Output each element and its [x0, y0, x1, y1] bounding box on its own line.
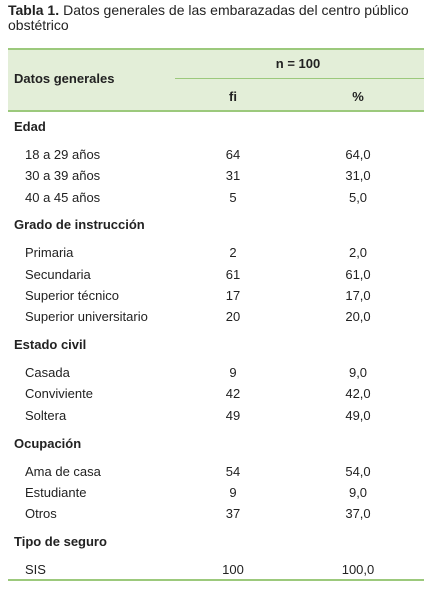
row-label: Superior técnico [25, 288, 119, 303]
cell-fi: 37 [225, 506, 241, 522]
cell-fi: 9 [229, 484, 237, 500]
section-heading: Tipo de seguro [14, 533, 107, 549]
row-label: 40 a 45 años [25, 189, 101, 205]
cell-percent: 31,0 [345, 168, 371, 184]
row-label: Casada [25, 365, 70, 381]
cell-fi: 2 [229, 245, 237, 261]
cell-fi: 5 [229, 189, 237, 205]
row-label: 18 a 29 años [25, 147, 101, 162]
cell-fi: 54 [225, 463, 241, 479]
row-label: Otros [25, 506, 57, 522]
cell-percent: 2,0 [348, 245, 368, 261]
cell-fi: 64 [225, 147, 241, 162]
table-caption: Tabla 1. Datos generales de las embarazad… [8, 3, 426, 33]
cell-fi: 20 [225, 309, 241, 325]
cell-percent: 9,0 [348, 484, 368, 500]
cell-fi: 31 [225, 168, 241, 184]
cell-percent: 9,0 [348, 365, 368, 381]
row-label: Soltera [25, 407, 67, 423]
caption-label: Tabla 1. [8, 2, 60, 18]
table-header [8, 48, 424, 112]
row-label: Estudiante [25, 484, 87, 500]
cell-percent: 17,0 [345, 288, 371, 303]
column-header: fi [229, 89, 237, 104]
row-label: Secundaria [25, 266, 91, 282]
cell-percent: 37,0 [345, 506, 371, 522]
caption-title: Datos generales de las embarazadas del c… [8, 2, 409, 33]
section-heading: Ocupación [14, 435, 82, 451]
row-label: 30 a 39 años [25, 168, 101, 184]
section-heading: Edad [14, 119, 46, 134]
cell-percent: 42,0 [345, 386, 371, 402]
cell-fi: 61 [225, 266, 241, 282]
row-label: SIS [25, 561, 46, 577]
cell-fi: 100 [222, 561, 244, 577]
header-divider [175, 78, 424, 79]
cell-percent: 54,0 [345, 463, 371, 479]
bottom-rule [8, 579, 424, 581]
row-label: Primaria [25, 245, 74, 261]
cell-percent: 61,0 [345, 266, 371, 282]
cell-percent: 100,0 [341, 561, 375, 577]
row-label: Conviviente [25, 386, 93, 402]
row-label: Superior universitario [25, 309, 148, 325]
cell-percent: 5,0 [348, 189, 368, 205]
section-heading: Estado civil [14, 337, 87, 353]
group-header: n = 100 [275, 56, 321, 71]
row-label: Ama de casa [25, 463, 101, 479]
cell-fi: 9 [229, 365, 237, 381]
cell-fi: 49 [225, 407, 241, 423]
cell-percent: 64,0 [345, 147, 371, 162]
cell-percent: 20,0 [345, 309, 371, 325]
row-header: Datos generales [14, 71, 115, 86]
section-heading: Grado de instrucción [14, 217, 145, 233]
cell-fi: 42 [225, 386, 241, 402]
cell-percent: 49,0 [345, 407, 371, 423]
column-header: % [352, 89, 364, 104]
cell-fi: 17 [225, 288, 241, 303]
